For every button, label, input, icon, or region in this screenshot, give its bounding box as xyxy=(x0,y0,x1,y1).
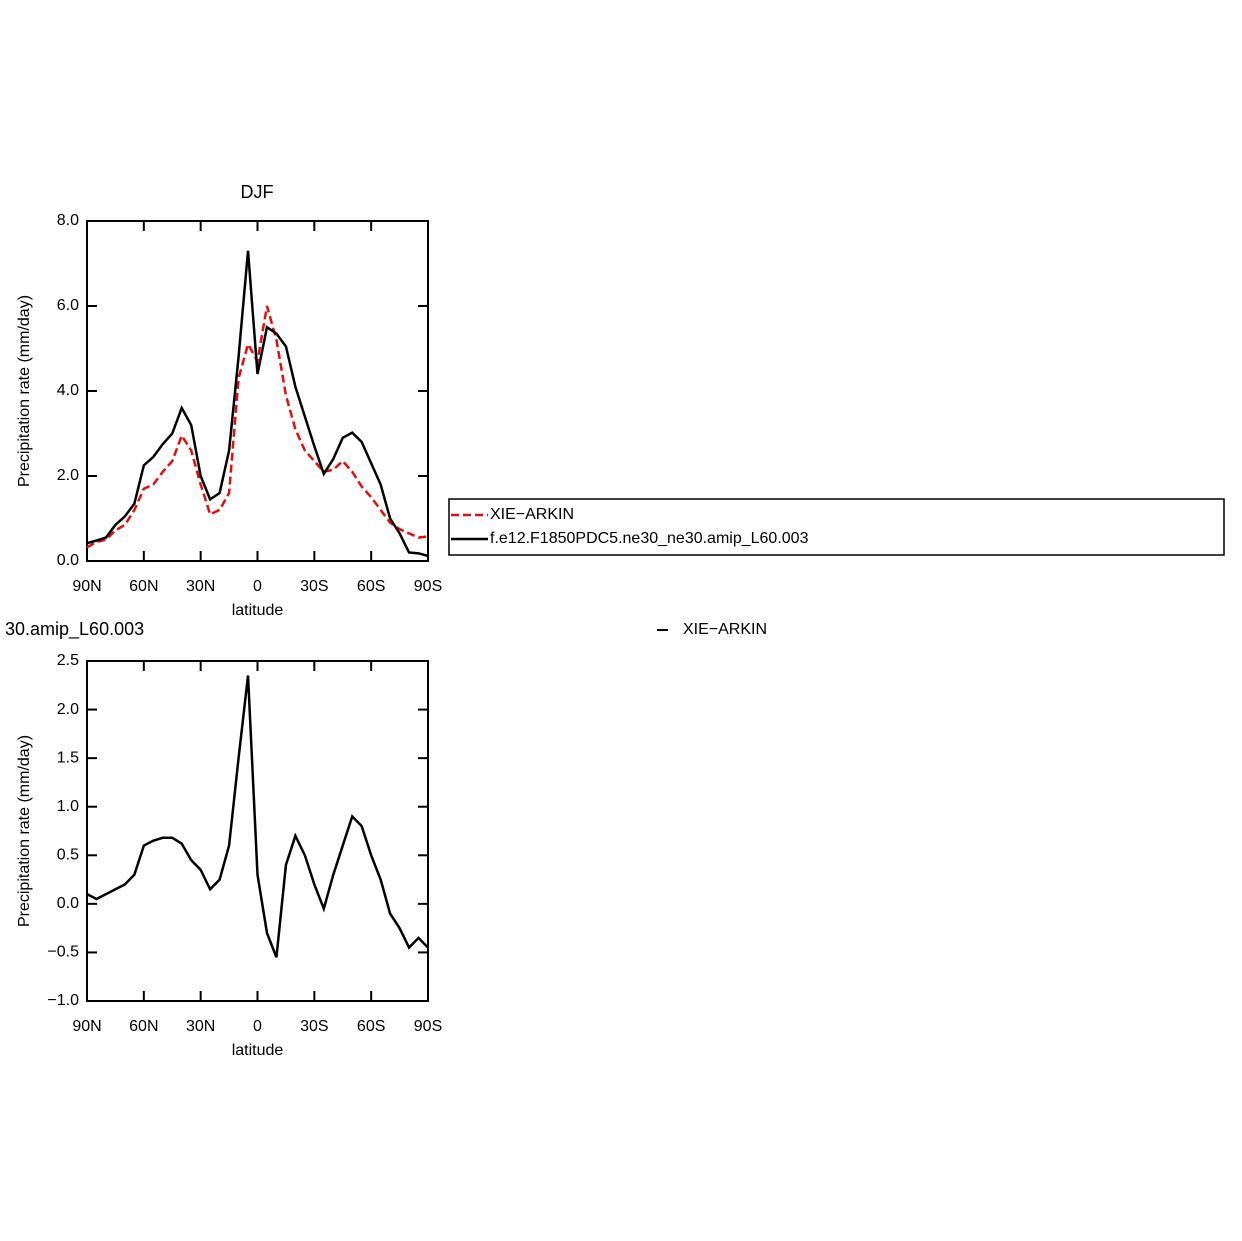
plot-frame xyxy=(86,220,429,562)
y-tick-label: 1.5 xyxy=(57,749,79,766)
x-tick-label: 90N xyxy=(72,1018,101,1035)
data-line xyxy=(86,675,429,958)
annotation: XIE−ARKIN xyxy=(683,621,767,638)
y-axis-label: Precipitation rate (mm/day) xyxy=(16,295,33,487)
x-tick-label: 30N xyxy=(186,1018,215,1035)
y-tick-label: 2.0 xyxy=(57,701,79,718)
x-tick-label: 60S xyxy=(357,578,385,595)
legend-box xyxy=(448,498,1225,556)
x-tick-label: 30S xyxy=(300,1018,328,1035)
x-tick-label: 0 xyxy=(253,1018,262,1035)
x-tick-label: 60N xyxy=(129,1018,158,1035)
y-tick-label: 0.0 xyxy=(57,552,79,569)
data-line xyxy=(86,305,429,549)
y-tick-label: 0.5 xyxy=(57,847,79,864)
data-line xyxy=(86,250,429,558)
x-tick-label: 30N xyxy=(186,578,215,595)
y-tick-label: 1.0 xyxy=(57,798,79,815)
legend-label: f.e12.F1850PDC5.ne30_ne30.amip_L60.003 xyxy=(490,530,809,547)
x-tick-label: 90S xyxy=(414,1018,442,1035)
x-tick-label: 30S xyxy=(300,578,328,595)
y-tick-label: 8.0 xyxy=(57,212,79,229)
x-tick-label: 60N xyxy=(129,578,158,595)
y-tick-label: −1.0 xyxy=(47,992,79,1009)
y-tick-label: 6.0 xyxy=(57,297,79,314)
x-tick-label: 0 xyxy=(253,578,262,595)
y-tick-label: 2.5 xyxy=(57,652,79,669)
y-tick-label: 2.0 xyxy=(57,467,79,484)
chart-title: DJF xyxy=(241,182,274,202)
y-tick-label: 0.0 xyxy=(57,895,79,912)
x-axis-label: latitude xyxy=(232,602,284,619)
x-axis-label: latitude xyxy=(232,1042,284,1059)
x-tick-label: 90N xyxy=(72,578,101,595)
legend-label: XIE−ARKIN xyxy=(490,506,574,523)
x-tick-label: 60S xyxy=(357,1018,385,1035)
y-tick-label: −0.5 xyxy=(47,944,79,961)
chart-title: 30.amip_L60.003 xyxy=(5,619,144,640)
x-tick-label: 90S xyxy=(414,578,442,595)
plot-frame xyxy=(86,660,429,1002)
y-axis-label: Precipitation rate (mm/day) xyxy=(16,735,33,927)
y-tick-label: 4.0 xyxy=(57,382,79,399)
